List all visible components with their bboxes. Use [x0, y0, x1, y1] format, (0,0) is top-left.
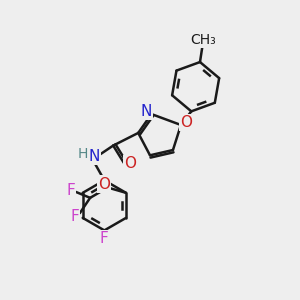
Text: F: F	[70, 208, 79, 224]
Text: O: O	[124, 156, 136, 171]
Text: H: H	[78, 146, 88, 161]
Text: O: O	[98, 176, 110, 191]
Text: CH₃: CH₃	[190, 33, 216, 47]
Text: N: N	[88, 149, 100, 164]
Text: O: O	[180, 115, 192, 130]
Text: N: N	[140, 103, 152, 118]
Text: F: F	[66, 183, 75, 198]
Text: F: F	[100, 231, 109, 246]
